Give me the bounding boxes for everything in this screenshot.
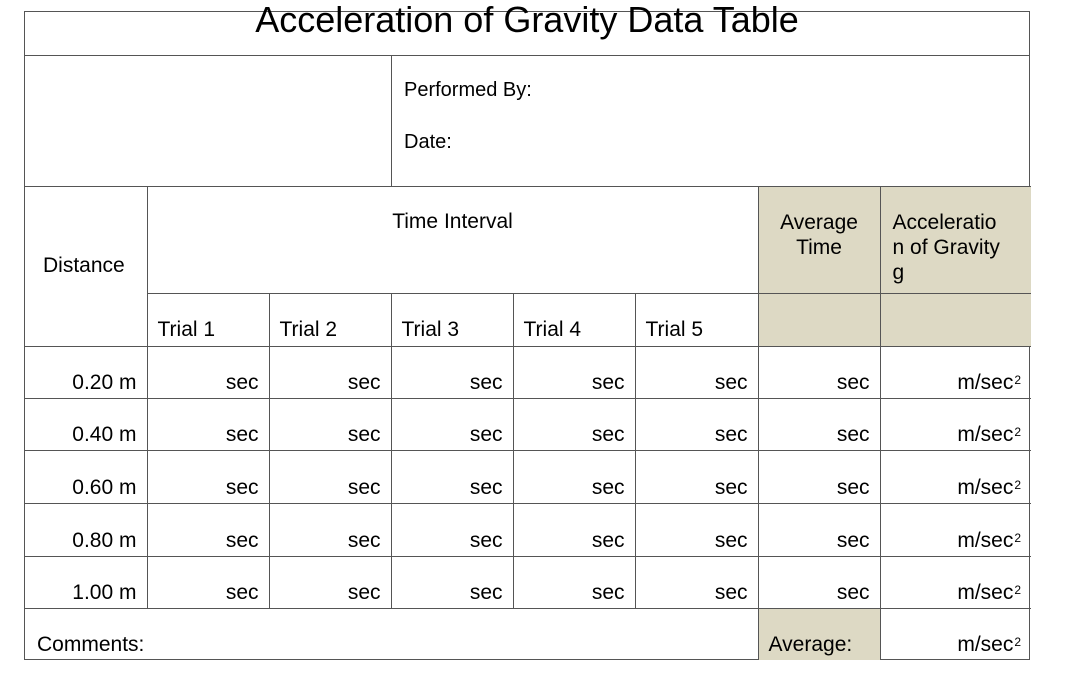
acceleration-header-line1: Acceleratio	[892, 211, 997, 234]
trial-5-cell[interactable]: sec	[634, 345, 759, 399]
trial-5-cell[interactable]: sec	[634, 502, 759, 557]
trial-4-cell[interactable]: sec	[512, 345, 636, 399]
trial-1-cell[interactable]: sec	[146, 345, 270, 399]
distance-header: Distance	[25, 187, 148, 347]
blank-info-cell	[25, 56, 392, 187]
date-label: Date:	[404, 131, 452, 153]
average-time-cell[interactable]: sec	[757, 502, 881, 557]
footer-row: Comments: Average: m/sec2	[25, 607, 1032, 660]
table-row: 0.80 m sec sec sec sec sec sec m/sec2	[25, 502, 1032, 557]
distance-cell: 0.20 m	[25, 345, 148, 399]
trial-5-cell[interactable]: sec	[634, 555, 759, 609]
table-title-text: Acceleration of Gravity Data Table	[255, 0, 799, 40]
acceleration-unit: m/sec	[957, 580, 1014, 604]
trial-2-cell[interactable]: sec	[268, 397, 392, 451]
trial-2-cell[interactable]: sec	[268, 502, 392, 557]
data-table-sheet: Acceleration of Gravity Data Table Perfo…	[24, 2, 1032, 660]
acceleration-unit: m/sec	[957, 633, 1014, 656]
trial-1-header: Trial 1	[147, 292, 270, 347]
table-row: 0.60 m sec sec sec sec sec sec m/sec2	[25, 449, 1032, 504]
time-interval-header: Time Interval	[146, 187, 759, 294]
trial-1-cell[interactable]: sec	[146, 397, 270, 451]
gravity-data-table: Distance Time Interval Average Time Acce…	[25, 187, 1032, 660]
trial-5-header: Trial 5	[634, 292, 759, 347]
acceleration-cell[interactable]: m/sec2	[879, 449, 1032, 504]
trial-5-cell[interactable]: sec	[634, 449, 759, 504]
table-row: 0.40 m sec sec sec sec sec sec m/sec2	[25, 397, 1032, 451]
average-time-cell[interactable]: sec	[757, 449, 881, 504]
trial-1-cell[interactable]: sec	[146, 449, 270, 504]
header-row-2: Trial 1 Trial 2 Trial 3 Trial 4 Trial 5	[25, 292, 1032, 347]
trial-3-cell[interactable]: sec	[390, 502, 514, 557]
trial-2-cell[interactable]: sec	[268, 449, 392, 504]
exponent: 2	[1014, 424, 1022, 439]
table-row: 0.20 m sec sec sec sec sec sec m/sec2	[25, 345, 1032, 399]
comments-cell[interactable]: Comments:	[25, 607, 759, 660]
trial-1-cell[interactable]: sec	[146, 502, 270, 557]
table-row: 1.00 m sec sec sec sec sec sec m/sec2	[25, 555, 1032, 609]
trial-3-cell[interactable]: sec	[390, 397, 514, 451]
distance-cell: 0.60 m	[25, 449, 148, 504]
trial-4-cell[interactable]: sec	[512, 449, 636, 504]
average-time-header-text: Average Time	[780, 211, 858, 259]
trial-3-cell[interactable]: sec	[390, 555, 514, 609]
performed-by-label: Performed By:	[404, 79, 532, 101]
distance-cell: 0.80 m	[25, 502, 148, 557]
average-label: Average:	[757, 607, 881, 660]
trial-3-header: Trial 3	[390, 292, 514, 347]
acceleration-unit: m/sec	[957, 370, 1014, 394]
acceleration-cell[interactable]: m/sec2	[879, 502, 1032, 557]
acceleration-header: Acceleratio n of Gravity g	[879, 187, 1032, 294]
trial-2-cell[interactable]: sec	[268, 555, 392, 609]
acceleration-subheader	[879, 292, 1032, 347]
trial-5-cell[interactable]: sec	[634, 397, 759, 451]
average-time-cell[interactable]: sec	[757, 397, 881, 451]
distance-cell: 0.40 m	[25, 397, 148, 451]
trial-3-cell[interactable]: sec	[390, 345, 514, 399]
trial-4-cell[interactable]: sec	[512, 502, 636, 557]
acceleration-cell[interactable]: m/sec2	[879, 555, 1032, 609]
distance-cell: 1.00 m	[25, 555, 148, 609]
acceleration-unit: m/sec	[957, 475, 1014, 499]
acceleration-header-line2: n of Gravity	[892, 236, 1000, 259]
exponent: 2	[1014, 477, 1022, 492]
trial-4-header: Trial 4	[512, 292, 636, 347]
average-time-subheader	[757, 292, 881, 347]
trial-3-cell[interactable]: sec	[390, 449, 514, 504]
acceleration-unit: m/sec	[957, 422, 1014, 446]
trial-4-cell[interactable]: sec	[512, 555, 636, 609]
average-acceleration-cell[interactable]: m/sec2	[879, 607, 1032, 660]
acceleration-unit: m/sec	[957, 528, 1014, 552]
header-row-1: Distance Time Interval Average Time Acce…	[25, 187, 1032, 347]
exponent: 2	[1014, 372, 1022, 387]
acceleration-cell[interactable]: m/sec2	[879, 345, 1032, 399]
acceleration-header-line3: g	[892, 261, 905, 284]
exponent: 2	[1014, 635, 1022, 649]
average-time-header: Average Time	[757, 187, 881, 294]
trial-2-header: Trial 2	[268, 292, 392, 347]
trial-4-cell[interactable]: sec	[512, 397, 636, 451]
trial-2-cell[interactable]: sec	[268, 345, 392, 399]
acceleration-cell[interactable]: m/sec2	[879, 397, 1032, 451]
trial-1-cell[interactable]: sec	[146, 555, 270, 609]
table-title: Acceleration of Gravity Data Table	[25, 2, 1029, 56]
average-time-cell[interactable]: sec	[757, 555, 881, 609]
average-time-cell[interactable]: sec	[757, 345, 881, 399]
info-cell: Performed By: Date:	[392, 56, 1031, 187]
exponent: 2	[1014, 582, 1022, 597]
exponent: 2	[1014, 530, 1022, 545]
